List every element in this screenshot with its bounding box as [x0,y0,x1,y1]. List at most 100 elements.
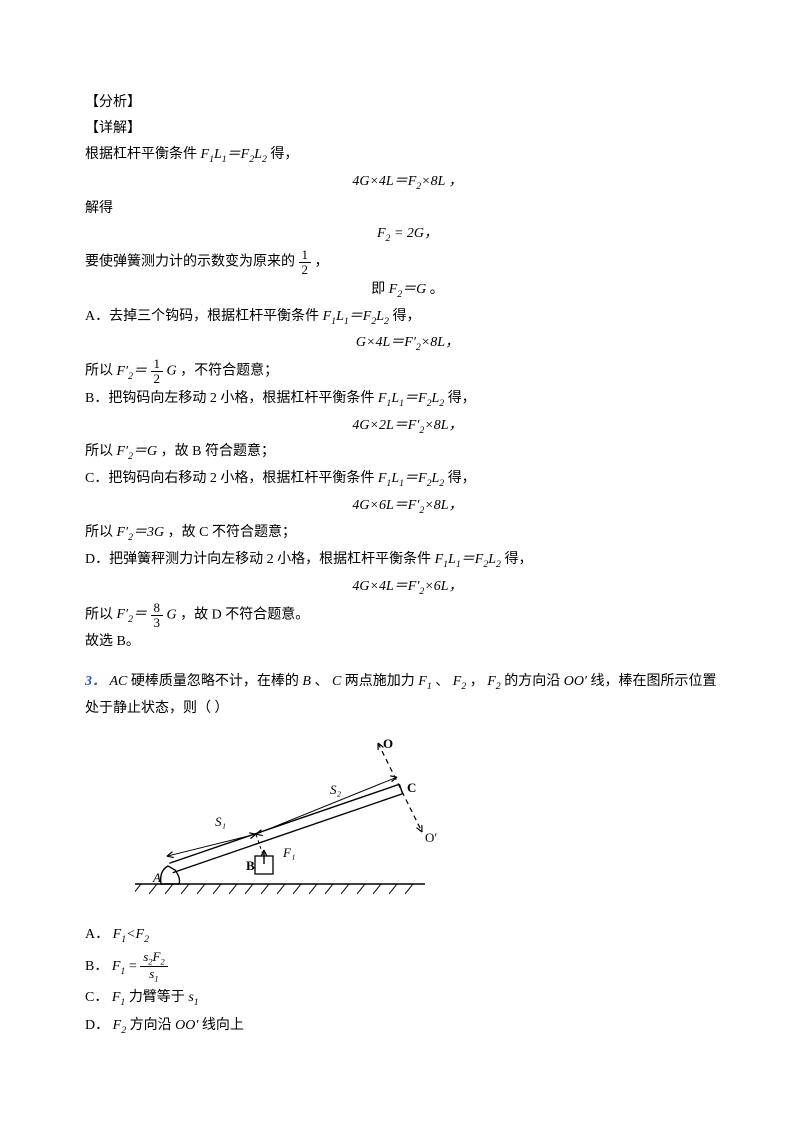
eq-b1: 4G×2L＝F′2×8L， [85,413,730,440]
lever-diagram: A B C O O′ F₁ S₁ S₂ [135,734,445,904]
fraction-half: 12 [151,357,164,385]
text: 所以 [85,444,117,459]
text: 、 [435,674,449,689]
text: 两点施加力 [345,674,419,689]
svg-text:S₂: S₂ [330,782,342,797]
solve-text: 解得 [85,196,730,222]
svg-text:S₁: S₁ [215,814,226,829]
option-a-line2: 所以 F′2＝ 12 G ，不符合题意； [85,357,730,385]
text: B [302,674,311,689]
option-b-line2: 所以 F′2＝G ，故 B 符合题意； [85,439,730,466]
eq-a1: G×4L＝F′2×8L， [85,330,730,357]
text: 解得 [85,201,113,216]
question-3-diagram: A B C O O′ F₁ S₁ S₂ [135,734,730,914]
opt-label: B． [85,959,108,974]
text: G [167,364,177,379]
text: 得， [392,309,420,324]
final-answer: 故选 B。 [85,629,730,655]
q3-option-a: A． F1<F2 [85,922,730,949]
option-c-line2: 所以 F′2＝3G ，故 C 不符合题意； [85,520,730,547]
equation: F1L1＝F2L2 [378,391,444,406]
text: 要使弹簧测力计的示数变为原来的 [85,255,299,270]
eq-3: 即 F2＝G 。 [85,277,730,304]
opt-label: A． [85,927,109,942]
svg-text:O′: O′ [425,830,437,845]
text: ，故 C 不符合题意； [168,525,296,540]
svg-text:F₁: F₁ [282,845,295,860]
text: 得， [270,147,298,162]
text: = [129,959,137,974]
text: ，故 B 符合题意； [161,444,275,459]
equation: F′2＝G [117,444,158,459]
equation: F′2＝3G [117,525,165,540]
text: 所以 [85,525,117,540]
eq-c1: 4G×6L＝F′2×8L， [85,493,730,520]
text: ， [470,674,484,689]
text: 得， [448,471,476,486]
opt-label: C． [85,990,108,1005]
numerator: 8 [151,601,164,616]
option-b-line1: B．把钩码向左移动 2 小格，根据杠杆平衡条件 F1L1＝F2L2 得， [85,386,730,413]
text: 所以 [85,607,117,622]
fraction: s2F2 s1 [140,950,167,984]
text: F2 [453,674,466,689]
svg-text:C: C [407,780,416,795]
equation: F1L1＝F2L2 [323,309,389,324]
equation: F′2＝ [117,607,148,622]
svg-text:B: B [246,858,255,873]
text: 。 [430,282,444,297]
numerator: 1 [151,357,164,372]
equation: F1L1＝F2L2 [201,147,267,162]
text: 根据杠杆平衡条件 [85,147,201,162]
text: 、 [314,674,328,689]
text: F2 [487,674,500,689]
text: OO′ [564,674,587,689]
equation: F′2＝ [117,364,148,379]
question-3: 3． AC 硬棒质量忽略不计，在棒的 B 、 C 两点施加力 F1 、 F2 ，… [85,669,730,722]
text: ， [315,255,329,270]
line-1: 根据杠杆平衡条件 F1L1＝F2L2 得， [85,142,730,169]
denominator: 2 [151,372,164,386]
line-3: 要使弹簧测力计的示数变为原来的 12 ， [85,248,730,276]
q3-option-d: D． F2 方向沿 OO′ 线向上 [85,1013,730,1040]
option-a-line1: A．去掉三个钩码，根据杠杆平衡条件 F1L1＝F2L2 得， [85,304,730,331]
text: F2 [113,1018,126,1033]
text: 即 [371,282,389,297]
text: 所以 [85,364,117,379]
eq-1: 4G×4L＝F2×8L ， [85,169,730,196]
opt-label: D． [85,1018,109,1033]
option-c-line1: C．把钩码向右移动 2 小格，根据杠杆平衡条件 F1L1＝F2L2 得， [85,466,730,493]
text: F1 [418,674,431,689]
text: 得， [504,552,532,567]
text: ，不符合题意； [180,364,278,379]
option-d-line1: D．把弹簧秤测力计向左移动 2 小格，根据杠杆平衡条件 F1L1＝F2L2 得， [85,547,730,574]
fraction-half: 12 [299,248,312,276]
text: 故选 B。 [85,634,140,649]
analysis-label: 【分析】 [85,95,141,110]
denominator: s1 [140,967,167,983]
text: A．去掉三个钩码，根据杠杆平衡条件 [85,309,323,324]
eq-2: F2 = 2G， [85,221,730,248]
numerator: s2F2 [140,950,167,967]
denominator: 3 [151,616,164,630]
text: ，故 D 不符合题意。 [180,607,309,622]
option-d-line2: 所以 F′2＝ 83 G ，故 D 不符合题意。 [85,601,730,629]
numerator: 1 [299,248,312,263]
equation: F1L1＝F2L2 [435,552,501,567]
text: F1 [112,990,125,1005]
detail-header: 【详解】 [85,116,730,142]
q3-option-b: B． F1 = s2F2 s1 [85,950,730,984]
text: 得， [448,391,476,406]
text: G [167,607,177,622]
svg-text:A: A [152,870,161,885]
question-number: 3． [85,674,106,689]
denominator: 2 [299,263,312,277]
equation: F1<F2 [113,927,149,942]
text: B．把钩码向左移动 2 小格，根据杠杆平衡条件 [85,391,378,406]
analysis-header: 【分析】 [85,90,730,116]
text: OO′ [175,1018,198,1033]
text: C．把钩码向右移动 2 小格，根据杠杆平衡条件 [85,471,378,486]
text: 硬棒质量忽略不计，在棒的 [131,674,303,689]
svg-text:O: O [383,736,393,751]
text: D．把弹簧秤测力计向左移动 2 小格，根据杠杆平衡条件 [85,552,435,567]
